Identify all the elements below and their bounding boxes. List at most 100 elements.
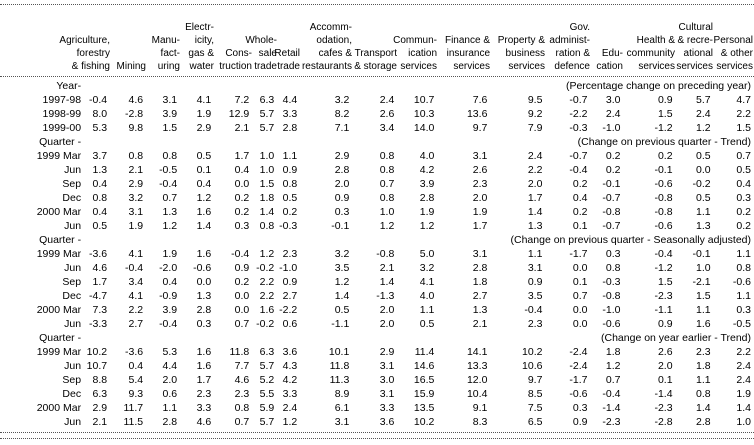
column-header: Manu- fact- uring [151, 35, 180, 72]
section-period-label: Quarter - [39, 332, 82, 344]
value-cell: -2.2 [569, 108, 588, 120]
value-cell: -0.5 [159, 164, 178, 176]
value-cell: 0.9 [234, 262, 250, 274]
value-cell: 2.0 [379, 318, 395, 330]
value-cell: -3.6 [125, 346, 144, 358]
value-cell: 1.5 [657, 108, 673, 120]
value-cell: -0.5 [732, 318, 751, 330]
value-cell: 2.0 [379, 304, 395, 316]
value-cell: 0.5 [695, 192, 711, 204]
value-cell: 10.7 [413, 94, 435, 106]
value-cell: 0.2 [234, 276, 250, 288]
table-row: Jun -3.3 2.7 -0.4 0.3 0.7 -0.2 0.6 -1.1 2.0 0.5 2.1… [0, 317, 754, 331]
table-row: Jun 10.7 0.4 4.4 1.6 7.7 5.7 4.3 11.8 3.1 14.6 13.3… [0, 359, 754, 373]
column-header: Edu- cation [596, 48, 623, 72]
value-cell: 10.3 [413, 108, 435, 120]
value-cell: 3.1 [162, 94, 178, 106]
value-cell: -0.6 [654, 178, 673, 190]
value-cell: 0.5 [92, 220, 108, 232]
value-cell: 4.0 [419, 150, 435, 162]
value-cell: 1.5 [736, 122, 751, 134]
value-cell: 0.4 [92, 178, 108, 190]
value-cell: 2.4 [282, 402, 298, 414]
value-cell: 1.9 [736, 388, 751, 400]
value-cell: -0.2 [256, 318, 275, 330]
value-cell: 1.6 [196, 248, 212, 260]
value-cell: 0.8 [695, 388, 711, 400]
value-cell: 4.1 [128, 290, 144, 302]
value-cell: 7.6 [472, 94, 488, 106]
value-cell: 2.4 [379, 94, 395, 106]
value-cell: 1.4 [259, 206, 275, 218]
value-cell: 0.8 [259, 220, 275, 232]
row-period-label: 2000 Mar [36, 402, 82, 414]
value-cell: 0.2 [657, 150, 673, 162]
column-header: Transport & storage [354, 48, 397, 72]
value-cell: 2.4 [736, 374, 751, 386]
value-cell: 1.1 [695, 374, 711, 386]
value-cell: 1.1 [695, 304, 711, 316]
value-cell: 1.3 [92, 164, 108, 176]
row-period-label: Sep [62, 374, 82, 386]
value-cell: 2.1 [128, 164, 144, 176]
value-cell: -0.4 [231, 248, 250, 260]
value-cell: 11.5 [123, 416, 144, 428]
value-cell: 3.3 [379, 402, 395, 414]
value-cell: 11.8 [329, 360, 350, 372]
value-cell: 4.6 [196, 416, 212, 428]
value-cell: 0.3 [736, 304, 751, 316]
value-cell: 1.4 [695, 402, 711, 414]
table-row: Jun 4.6 -0.4 -2.0 -0.6 0.9 -0.2 -1.0 3.5 2.1 3.2 2.… [0, 261, 754, 275]
value-cell: 1.1 [162, 402, 178, 414]
value-cell: 0.8 [92, 192, 108, 204]
value-cell: 0.9 [527, 276, 543, 288]
value-cell: 1.9 [128, 220, 144, 232]
value-cell: 5.7 [259, 360, 275, 372]
value-cell: -1.1 [331, 318, 350, 330]
value-cell: 0.7 [162, 192, 178, 204]
value-cell: 11.7 [123, 402, 144, 414]
section-caption: (Change on previous quarter - Trend) [577, 136, 751, 148]
value-cell: 2.7 [282, 290, 298, 302]
row-period-label: 2000 Mar [36, 304, 82, 316]
value-cell: 3.0 [379, 374, 395, 386]
value-cell: 3.0 [605, 94, 621, 106]
value-cell: 1.6 [695, 318, 711, 330]
value-cell: 0.0 [572, 304, 588, 316]
value-cell: 1.7 [234, 150, 250, 162]
value-cell: 2.3 [234, 388, 250, 400]
value-cell: 6.5 [527, 416, 543, 428]
value-cell: 2.0 [334, 178, 350, 190]
value-cell: 5.0 [419, 248, 435, 260]
value-cell: 2.2 [527, 164, 543, 176]
value-cell: 1.6 [196, 346, 212, 358]
row-period-label: Dec [62, 192, 82, 204]
value-cell: -0.1 [331, 220, 350, 232]
value-cell: 4.4 [282, 94, 298, 106]
value-cell: 1.2 [379, 220, 395, 232]
value-cell: 13.3 [466, 360, 488, 372]
value-cell: -1.4 [654, 388, 673, 400]
value-cell: 5.7 [259, 122, 275, 134]
value-cell: 0.2 [605, 150, 621, 162]
value-cell: 5.7 [259, 108, 275, 120]
value-cell: 1.6 [196, 360, 212, 372]
value-cell: 8.2 [334, 108, 350, 120]
value-cell: 7.3 [92, 304, 108, 316]
value-cell: 1.1 [695, 206, 711, 218]
value-cell: 13.6 [466, 108, 488, 120]
column-header: Electr- icity, gas & water [185, 22, 214, 72]
value-cell: 8.8 [92, 374, 108, 386]
value-cell: -0.9 [159, 290, 178, 302]
value-cell: 2.8 [334, 164, 350, 176]
value-cell: 9.7 [527, 374, 543, 386]
value-cell: 3.2 [334, 248, 350, 260]
value-cell: 1.4 [379, 276, 395, 288]
value-cell: -0.8 [376, 248, 395, 260]
value-cell: -1.7 [569, 374, 588, 386]
value-cell: -2.8 [125, 108, 144, 120]
value-cell: 8.9 [334, 388, 350, 400]
value-cell: 0.2 [736, 206, 751, 218]
value-cell: 1.1 [736, 290, 751, 302]
value-cell: 2.8 [419, 192, 435, 204]
